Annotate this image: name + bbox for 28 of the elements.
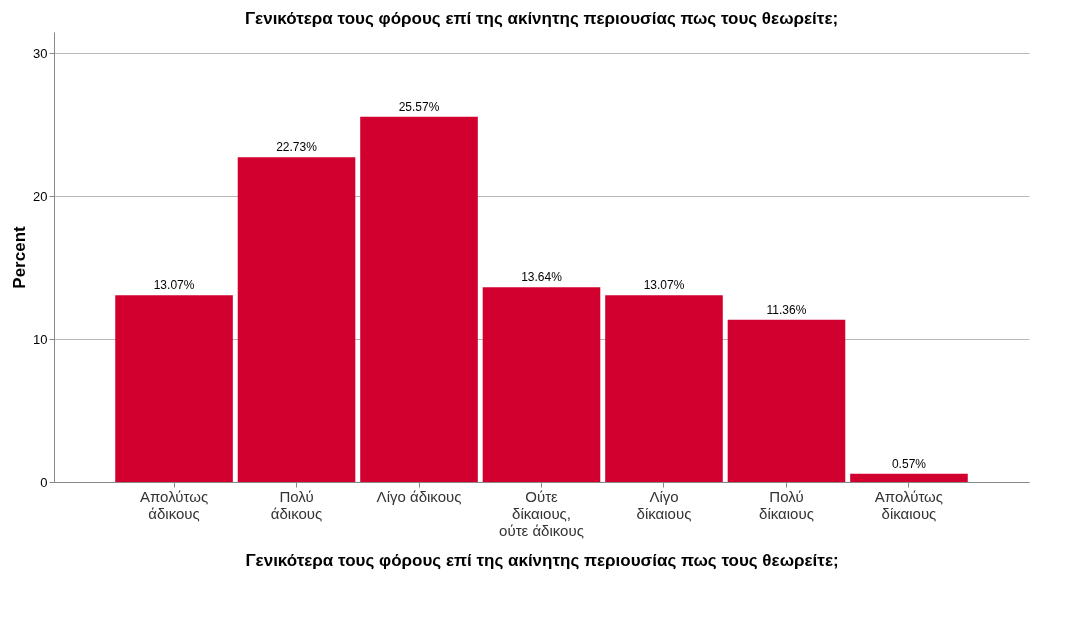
x-tick-label: Ούτε δίκαιους, ούτε άδικους [499, 487, 584, 539]
bar [850, 473, 968, 482]
data-label: 22.73% [276, 140, 318, 155]
y-axis-title: Percent [10, 225, 30, 289]
x-tick-label: Απολύτως δίκαιους [874, 487, 944, 522]
bar [605, 295, 723, 482]
data-label: 25.57% [398, 99, 440, 114]
x-axis-title: Γενικότερα τους φόρους επί της ακίνητης περιουσίας πως τους θεωρείτε; [245, 550, 839, 570]
chart-title: Γενικότερα τους φόρους επί της ακίνητης περιουσίας πως τους θεωρείτε; [244, 9, 839, 28]
data-label: 11.36% [766, 302, 807, 317]
data-label: 13.07% [643, 278, 685, 293]
y-tick-label: 20 [33, 188, 48, 204]
data-label: 13.07% [153, 278, 195, 293]
x-tick-label: Πολύ άδικους [270, 487, 323, 522]
y-tick-label: 30 [33, 45, 48, 61]
x-tick-label: Απολύτως άδικους [139, 487, 209, 522]
bar [115, 295, 233, 482]
data-label: 0.57% [891, 456, 927, 471]
x-tick-label: Πολύ δίκαιους [759, 487, 814, 522]
data-label: 13.64% [521, 270, 563, 285]
bar [727, 319, 846, 482]
bar [360, 116, 478, 482]
bar [482, 287, 601, 482]
x-tick-label: Λίγο άδικους [376, 487, 462, 505]
y-tick-label: 0 [40, 474, 48, 490]
y-tick-label: 10 [33, 331, 48, 347]
bar [237, 157, 356, 482]
x-tick-label: Λίγο δίκαιους [636, 487, 692, 522]
